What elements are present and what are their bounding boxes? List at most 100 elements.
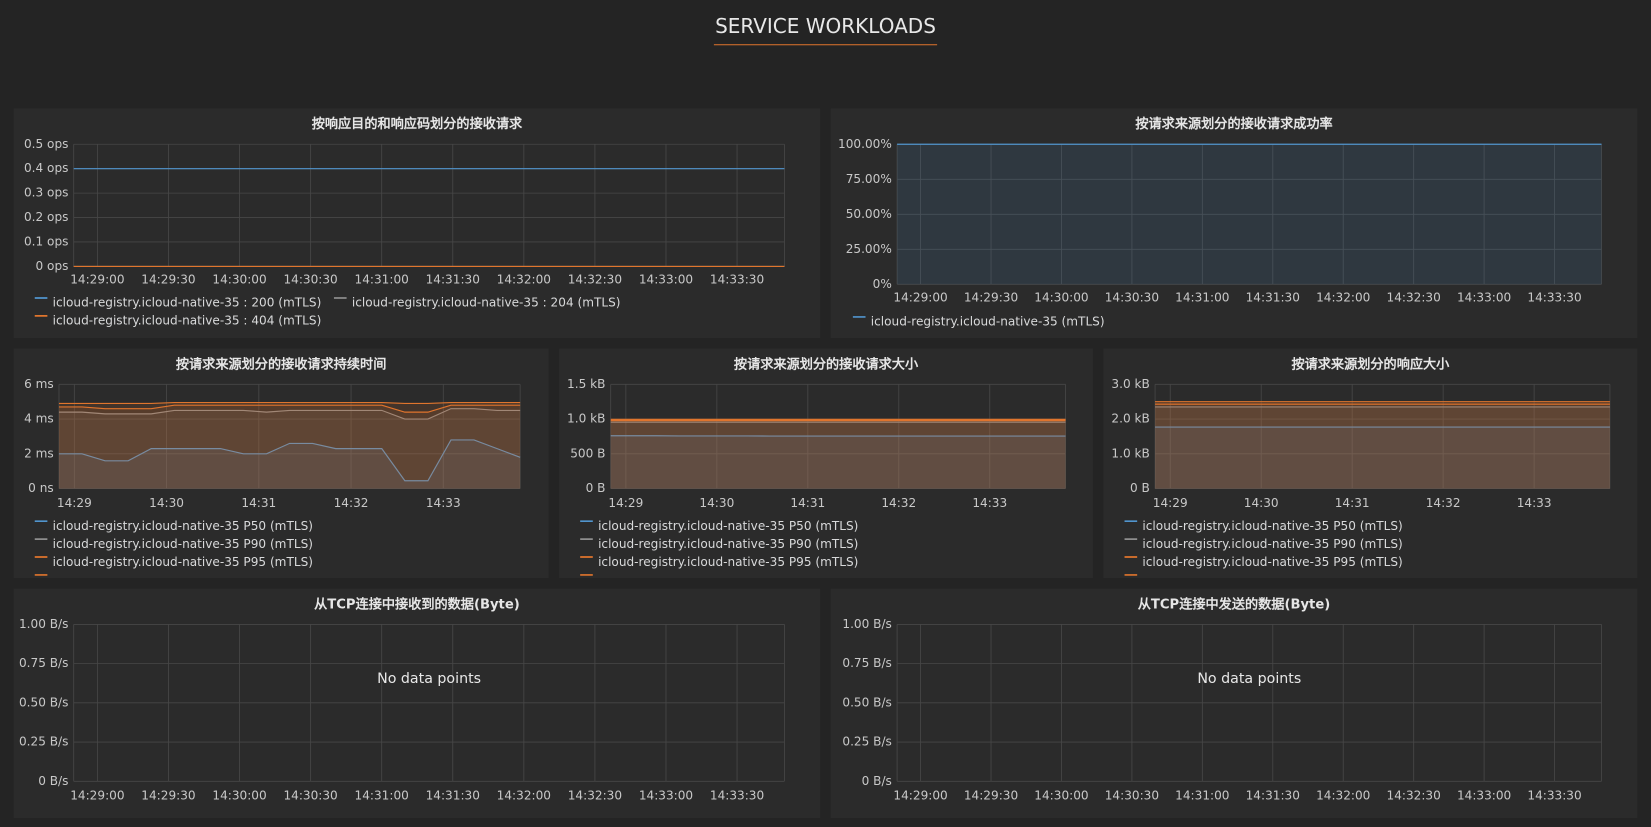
x-tick-label: 14:32:30 bbox=[1387, 290, 1441, 304]
x-tick-label: 14:32:00 bbox=[1316, 290, 1370, 304]
panel-title: 按响应目的和响应码划分的接收请求 bbox=[312, 115, 523, 132]
x-tick-label: 14:30:00 bbox=[212, 273, 266, 287]
x-tick-label: 14:30:30 bbox=[283, 273, 337, 287]
y-tick-label: 0 ns bbox=[28, 481, 54, 495]
x-tick-label: 14:30 bbox=[699, 496, 734, 510]
x-tick-label: 14:30:00 bbox=[1034, 290, 1088, 304]
x-tick-label: 14:33 bbox=[426, 496, 461, 510]
y-tick-label: 0.3 ops bbox=[24, 186, 68, 200]
legend-item[interactable]: icloud-registry.icloud-native-35 : 404 (… bbox=[35, 314, 322, 328]
y-tick-label: 6 ms bbox=[24, 377, 54, 391]
y-tick-label: 25.00% bbox=[846, 242, 892, 256]
x-tick-label: 14:32 bbox=[1426, 496, 1461, 510]
x-tick-label: 14:33:00 bbox=[1457, 789, 1511, 803]
legend-item[interactable]: icloud-registry.icloud-native-35 : 204 (… bbox=[334, 296, 621, 310]
x-tick-label: 14:29:00 bbox=[893, 789, 947, 803]
legend-item[interactable]: icloud-registry.icloud-native-35 P90 (mT… bbox=[580, 537, 858, 551]
x-tick-label: 14:32 bbox=[334, 496, 369, 510]
legend-label: icloud-registry.icloud-native-35 : 204 (… bbox=[352, 296, 621, 310]
x-tick-label: 14:30:30 bbox=[283, 789, 337, 803]
x-tick-label: 14:29 bbox=[57, 496, 92, 510]
x-tick-label: 14:32:00 bbox=[497, 789, 551, 803]
x-tick-label: 14:31:30 bbox=[1246, 789, 1300, 803]
x-tick-label: 14:29:00 bbox=[70, 789, 124, 803]
x-tick-label: 14:33:30 bbox=[1527, 290, 1581, 304]
y-tick-label: 0.75 B/s bbox=[19, 656, 68, 670]
x-tick-label: 14:33:00 bbox=[639, 789, 693, 803]
x-tick-label: 14:31 bbox=[790, 496, 825, 510]
x-tick-label: 14:29:30 bbox=[964, 290, 1018, 304]
x-tick-label: 14:29 bbox=[1153, 496, 1188, 510]
x-tick-label: 14:33:00 bbox=[1457, 290, 1511, 304]
legend-label: icloud-registry.icloud-native-35 P90 (mT… bbox=[598, 537, 858, 551]
panel: 从TCP连接中发送的数据(Byte)0 B/s0.25 B/s0.50 B/s0… bbox=[831, 589, 1638, 819]
legend-item[interactable]: icloud-registry.icloud-native-35 P95 (mT… bbox=[35, 555, 313, 569]
x-tick-label: 14:31:30 bbox=[1246, 290, 1300, 304]
x-tick-label: 14:29:30 bbox=[141, 789, 195, 803]
y-tick-label: 0.50 B/s bbox=[842, 695, 891, 709]
x-tick-label: 14:33:30 bbox=[710, 789, 764, 803]
panel: 按请求来源划分的接收请求成功率0%25.00%50.00%75.00%100.0… bbox=[831, 108, 1638, 338]
legend-item[interactable]: icloud-registry.icloud-native-35 P50 (mT… bbox=[35, 519, 313, 533]
series-area bbox=[611, 419, 1066, 488]
legend-item[interactable]: icloud-registry.icloud-native-35 P50 (mT… bbox=[580, 519, 858, 533]
x-tick-label: 14:31:30 bbox=[426, 789, 480, 803]
y-tick-label: 0.1 ops bbox=[24, 234, 68, 248]
x-tick-label: 14:31 bbox=[1335, 496, 1370, 510]
x-tick-label: 14:30:30 bbox=[1105, 290, 1159, 304]
x-tick-label: 14:30:00 bbox=[212, 789, 266, 803]
legend-label: icloud-registry.icloud-native-35 P90 (mT… bbox=[53, 537, 313, 551]
panel: 按请求来源划分的响应大小0 B1.0 kB2.0 kB3.0 kB14:2914… bbox=[1103, 349, 1637, 579]
y-tick-label: 4 ms bbox=[24, 412, 54, 426]
legend-item[interactable]: icloud-registry.icloud-native-35 P90 (mT… bbox=[1125, 537, 1403, 551]
y-tick-label: 1.00 B/s bbox=[19, 617, 68, 631]
legend-label: icloud-registry.icloud-native-35 P50 (mT… bbox=[1142, 519, 1402, 533]
x-tick-label: 14:29:30 bbox=[141, 273, 195, 287]
y-tick-label: 500 B bbox=[570, 446, 605, 460]
x-tick-label: 14:30 bbox=[149, 496, 184, 510]
legend-label: icloud-registry.icloud-native-35 : 404 (… bbox=[53, 314, 322, 328]
legend-label: icloud-registry.icloud-native-35 (mTLS) bbox=[871, 315, 1105, 329]
legend-item[interactable]: icloud-registry.icloud-native-35 P95 (mT… bbox=[580, 555, 858, 569]
panel-title: 按请求来源划分的响应大小 bbox=[1291, 355, 1450, 372]
panel-title: 按请求来源划分的接收请求大小 bbox=[734, 355, 919, 372]
x-tick-label: 14:29 bbox=[608, 496, 643, 510]
y-tick-label: 0 B/s bbox=[862, 774, 892, 788]
panel-title: 从TCP连接中接收到的数据(Byte) bbox=[314, 595, 520, 612]
legend-item[interactable]: icloud-registry.icloud-native-35 (mTLS) bbox=[853, 315, 1105, 329]
panel-title: 按请求来源划分的接收请求持续时间 bbox=[176, 355, 386, 372]
x-tick-label: 14:32:30 bbox=[1387, 789, 1441, 803]
y-tick-label: 50.00% bbox=[846, 207, 892, 221]
x-tick-label: 14:33 bbox=[972, 496, 1007, 510]
y-tick-label: 0.5 ops bbox=[24, 137, 68, 151]
y-tick-label: 0 B/s bbox=[38, 774, 68, 788]
panel-title: 从TCP连接中发送的数据(Byte) bbox=[1138, 595, 1331, 612]
y-tick-label: 0 B bbox=[586, 481, 606, 495]
legend-label: icloud-registry.icloud-native-35 P50 (mT… bbox=[598, 519, 858, 533]
y-tick-label: 1.0 kB bbox=[567, 412, 605, 426]
panel: 从TCP连接中接收到的数据(Byte)0 B/s0.25 B/s0.50 B/s… bbox=[14, 589, 821, 819]
legend-item[interactable]: icloud-registry.icloud-native-35 : 200 (… bbox=[35, 296, 322, 310]
x-tick-label: 14:31:00 bbox=[1175, 789, 1229, 803]
y-tick-label: 1.0 kB bbox=[1111, 446, 1149, 460]
x-tick-label: 14:30:00 bbox=[1034, 789, 1088, 803]
x-tick-label: 14:31 bbox=[241, 496, 276, 510]
legend-item[interactable]: icloud-registry.icloud-native-35 P95 (mT… bbox=[1125, 555, 1403, 569]
x-tick-label: 14:32 bbox=[881, 496, 916, 510]
y-tick-label: 2.0 kB bbox=[1111, 412, 1149, 426]
legend-item[interactable]: icloud-registry.icloud-native-35 P90 (mT… bbox=[35, 537, 313, 551]
panel: 按响应目的和响应码划分的接收请求0 ops0.1 ops0.2 ops0.3 o… bbox=[14, 108, 821, 338]
legend-label: icloud-registry.icloud-native-35 : 200 (… bbox=[53, 296, 322, 310]
y-tick-label: 2 ms bbox=[24, 446, 54, 460]
panel-background bbox=[14, 589, 821, 819]
x-tick-label: 14:31:00 bbox=[355, 789, 409, 803]
legend-item[interactable]: icloud-registry.icloud-native-35 P50 (mT… bbox=[1125, 519, 1403, 533]
y-tick-label: 0 B bbox=[1130, 481, 1150, 495]
y-tick-label: 0 ops bbox=[36, 259, 69, 273]
legend-label: icloud-registry.icloud-native-35 P95 (mT… bbox=[598, 555, 858, 569]
y-tick-label: 0.75 B/s bbox=[842, 656, 891, 670]
y-tick-label: 0.50 B/s bbox=[19, 695, 68, 709]
x-tick-label: 14:29:00 bbox=[893, 290, 947, 304]
series-area bbox=[59, 403, 520, 489]
